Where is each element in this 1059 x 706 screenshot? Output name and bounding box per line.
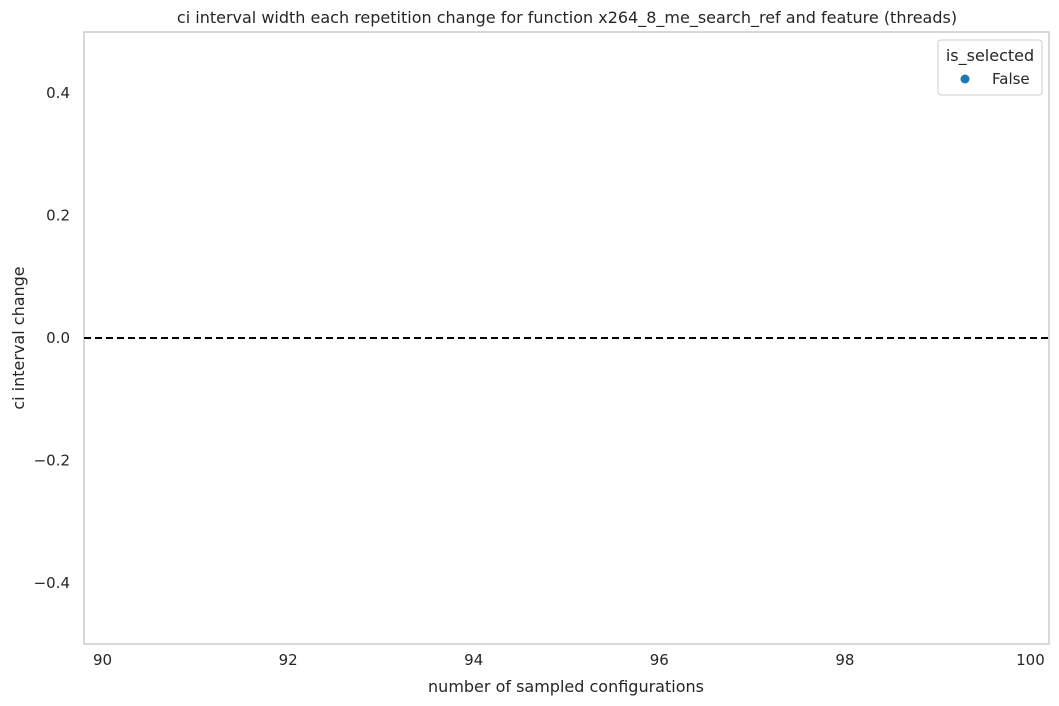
y-tick-label: −0.2 xyxy=(34,451,70,469)
x-tick-label: 92 xyxy=(279,651,298,669)
x-tick-label: 100 xyxy=(1016,651,1045,669)
x-tick-label: 90 xyxy=(93,651,112,669)
y-tick-label: −0.4 xyxy=(34,574,70,592)
legend: is_selected False xyxy=(937,39,1043,96)
x-tick-label: 96 xyxy=(650,651,669,669)
legend-title: is_selected xyxy=(946,46,1034,66)
y-tick-label: 0.4 xyxy=(46,84,70,102)
y-axis-label: ci interval change xyxy=(9,266,28,409)
y-tick-label: 0.0 xyxy=(46,329,70,347)
y-tick-label: 0.2 xyxy=(46,207,70,225)
y-axis-ticks: −0.4 −0.2 0.0 0.2 0.4 xyxy=(34,84,70,592)
x-tick-label: 98 xyxy=(835,651,854,669)
x-axis-ticks: 90 92 94 96 98 100 xyxy=(93,651,1045,669)
legend-label-false: False xyxy=(992,70,1030,88)
x-tick-label: 94 xyxy=(464,651,483,669)
legend-marker-false xyxy=(960,74,970,84)
x-axis-label: number of sampled configurations xyxy=(428,677,704,696)
chart-title: ci interval width each repetition change… xyxy=(177,8,957,28)
